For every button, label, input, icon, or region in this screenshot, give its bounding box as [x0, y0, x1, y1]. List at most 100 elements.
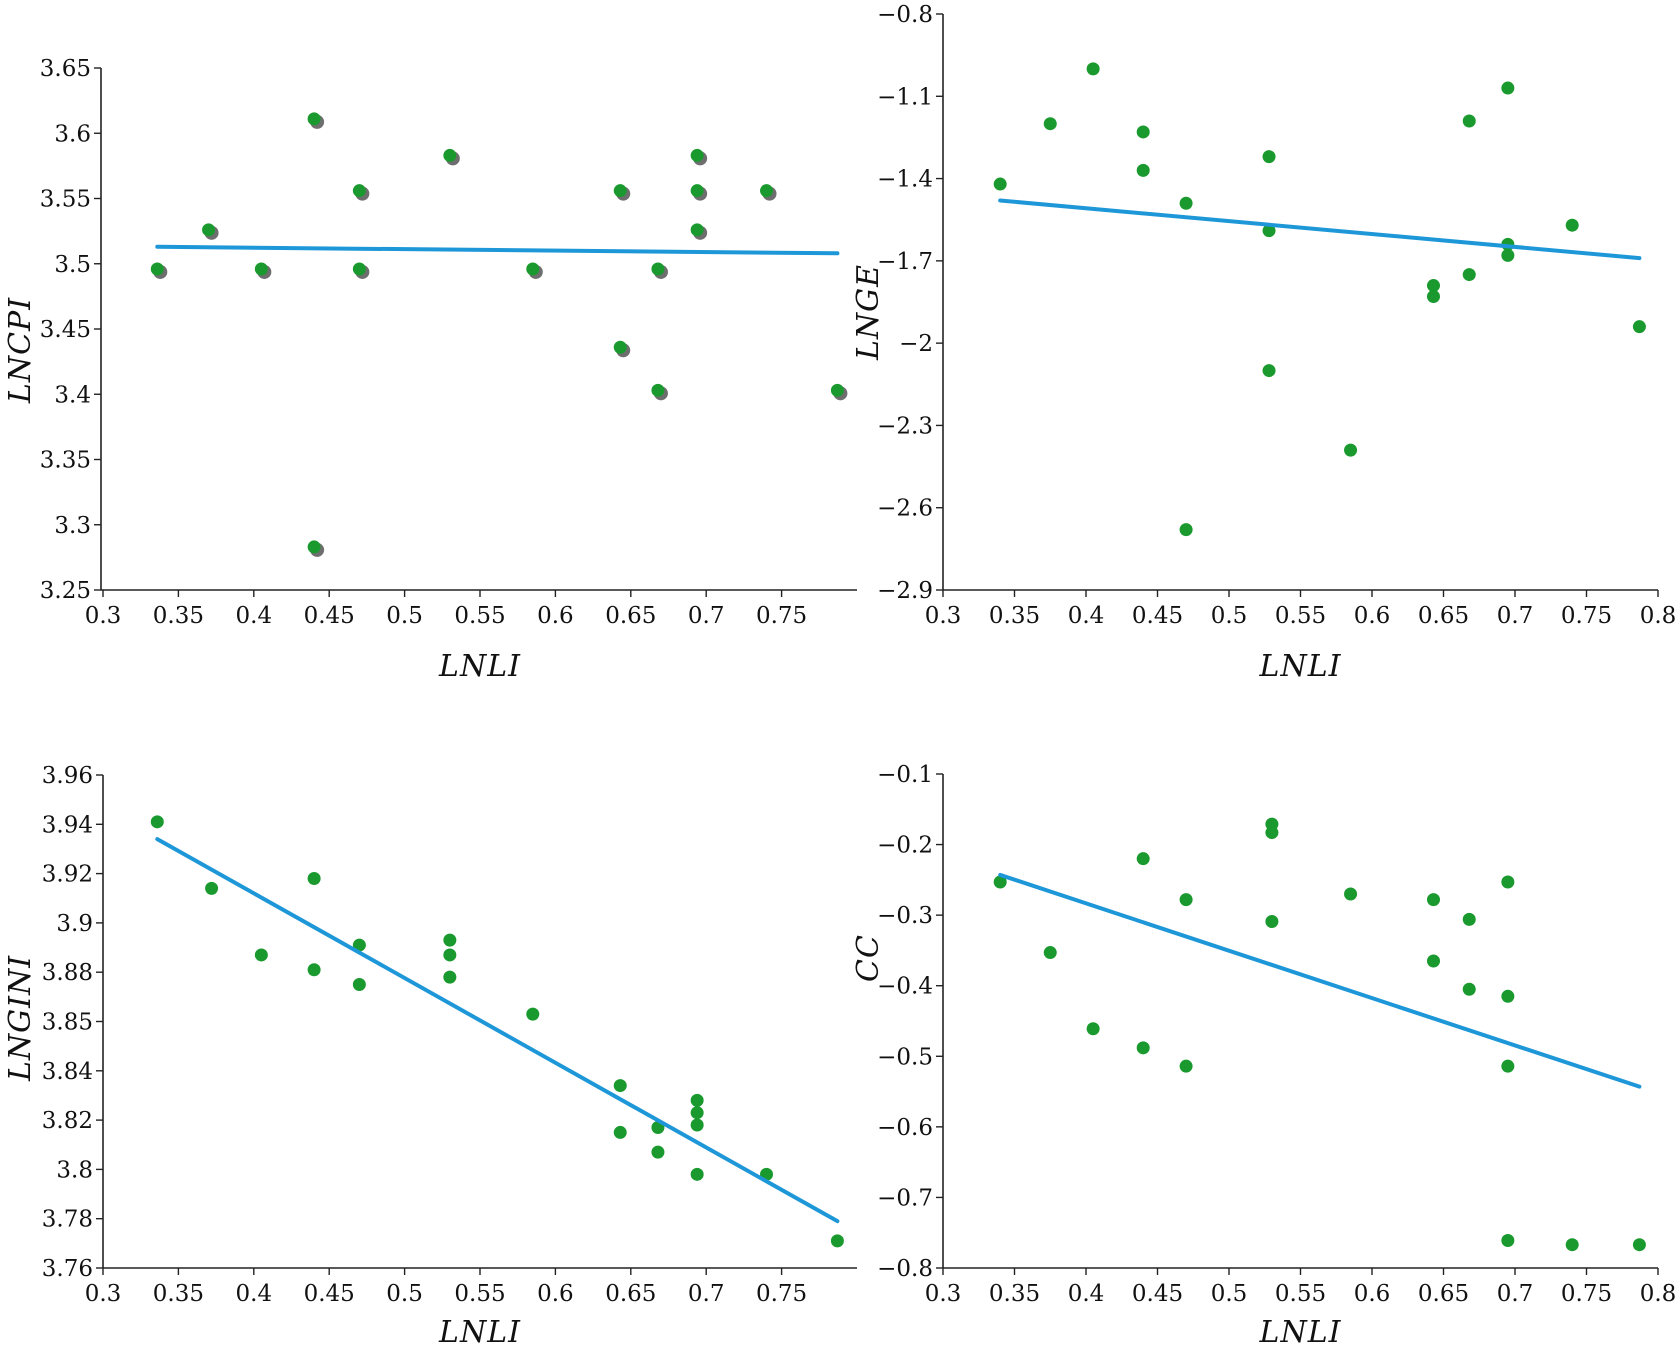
- data-point: [1426, 290, 1440, 304]
- y-tick-label: 3.65: [40, 56, 91, 82]
- x-tick-label: 0.75: [1561, 1281, 1612, 1307]
- x-tick-label: 0.5: [386, 1281, 423, 1307]
- data-point: [690, 1118, 704, 1132]
- data-point: [1501, 248, 1515, 262]
- data-point: [526, 262, 540, 276]
- data-point: [1179, 196, 1193, 210]
- data-point: [613, 1125, 627, 1139]
- y-tick-label: 3.8: [56, 1157, 93, 1183]
- y-tick-label: −2.3: [877, 413, 933, 439]
- y-tick-label: 3.45: [40, 317, 91, 343]
- data-point: [1462, 268, 1476, 282]
- y-tick-label: −0.4: [877, 974, 933, 1000]
- data-point: [1043, 946, 1057, 960]
- data-point: [307, 540, 321, 554]
- data-point: [1462, 982, 1476, 996]
- data-point: [1265, 914, 1279, 928]
- x-axis-title: LNLI: [438, 1315, 521, 1350]
- y-axis-title: LNCPI: [3, 297, 38, 404]
- x-tick-label: 0.7: [688, 1281, 725, 1307]
- x-tick-label: 0.65: [1418, 603, 1469, 629]
- x-tick-label: 0.75: [1561, 603, 1612, 629]
- data-point: [352, 978, 366, 992]
- x-tick-label: 0.75: [756, 1281, 807, 1307]
- data-point: [690, 148, 704, 162]
- data-point: [307, 112, 321, 126]
- data-point: [1043, 117, 1057, 131]
- data-point: [1501, 81, 1515, 95]
- data-point: [1086, 1022, 1100, 1036]
- x-axis-title: LNLI: [1259, 1315, 1342, 1350]
- y-tick-label: −0.2: [877, 833, 933, 859]
- data-point: [526, 1007, 540, 1021]
- x-tick-label: 0.65: [605, 603, 656, 629]
- data-point: [613, 1079, 627, 1093]
- data-point: [1426, 893, 1440, 907]
- x-tick-label: 0.5: [386, 603, 423, 629]
- x-tick-label: 0.55: [454, 1281, 505, 1307]
- data-point: [205, 881, 219, 895]
- x-tick-label: 0.75: [756, 603, 807, 629]
- data-point: [1462, 912, 1476, 926]
- y-tick-label: −0.3: [877, 903, 933, 929]
- data-point: [1136, 163, 1150, 177]
- y-tick-label: −0.5: [877, 1044, 933, 1070]
- y-tick-label: 3.76: [42, 1256, 93, 1282]
- x-axis-title: LNLI: [438, 649, 521, 684]
- x-tick-label: 0.4: [1068, 1281, 1105, 1307]
- y-tick-label: 3.55: [40, 187, 91, 213]
- y-tick-label: 3.84: [42, 1059, 93, 1085]
- x-tick-label: 0.45: [1132, 603, 1183, 629]
- data-point: [1565, 1238, 1579, 1252]
- data-point: [993, 177, 1007, 191]
- x-tick-label: 0.6: [1354, 603, 1391, 629]
- x-tick-label: 0.35: [153, 603, 204, 629]
- data-point: [1501, 1059, 1515, 1073]
- y-tick-label: 3.88: [42, 960, 93, 986]
- data-point: [1262, 150, 1276, 164]
- y-tick-label: 3.9: [56, 911, 93, 937]
- y-tick-label: −2.6: [877, 496, 933, 522]
- data-point: [690, 223, 704, 237]
- y-tick-label: 3.5: [54, 252, 91, 278]
- y-tick-label: −1.4: [877, 167, 933, 193]
- data-point: [1632, 320, 1646, 334]
- data-point: [1136, 1041, 1150, 1055]
- y-tick-label: 3.25: [40, 578, 91, 604]
- y-tick-label: −0.6: [877, 1115, 933, 1141]
- data-point: [1344, 443, 1358, 457]
- x-tick-label: 0.4: [1068, 603, 1105, 629]
- x-tick-label: 0.35: [989, 603, 1040, 629]
- panel-lnge-vs-lnli: −2.9 −2.6 −2.3 −2 −1.7 −1.4 −1.1 −0.8 0.3 0.35 0.4…: [851, 2, 1676, 684]
- data-point: [443, 948, 457, 962]
- data-point: [1344, 887, 1358, 901]
- data-point: [307, 963, 321, 977]
- x-tick-label: 0.5: [1211, 1281, 1248, 1307]
- regression-line: [155, 837, 840, 1224]
- data-point: [1179, 1059, 1193, 1073]
- regression-line: [998, 198, 1642, 261]
- x-tick-label: 0.7: [1497, 603, 1534, 629]
- data-point: [760, 184, 774, 198]
- panel-lncpi-vs-lnli: 3.25 3.3 3.35 3.4 3.45 3.5 3.55 3.6 3.65 0.3 0.35 0…: [3, 56, 857, 684]
- x-tick-label: 0.3: [85, 603, 122, 629]
- data-point: [1565, 218, 1579, 232]
- regression-line: [998, 872, 1642, 1089]
- data-point: [613, 184, 627, 198]
- x-tick-label: 0.8: [1640, 1281, 1677, 1307]
- data-point: [1501, 1233, 1515, 1247]
- panel-lngini-vs-lnli: 3.76 3.78 3.8 3.82 3.84 3.85 3.88 3.9 3.92 3.94 3.…: [3, 763, 857, 1350]
- data-point: [690, 1093, 704, 1107]
- y-tick-label: 3.96: [42, 763, 93, 789]
- x-tick-label: 0.35: [153, 1281, 204, 1307]
- data-point: [1262, 364, 1276, 378]
- x-tick-label: 0.7: [688, 603, 725, 629]
- x-tick-label: 0.45: [304, 603, 355, 629]
- x-tick-label: 0.3: [925, 603, 962, 629]
- y-tick-label: −0.1: [877, 762, 933, 788]
- data-point: [1136, 852, 1150, 866]
- x-tick-label: 0.55: [1275, 603, 1326, 629]
- y-tick-label: −0.7: [877, 1185, 933, 1211]
- data-point: [651, 1145, 665, 1159]
- x-tick-label: 0.3: [85, 1281, 122, 1307]
